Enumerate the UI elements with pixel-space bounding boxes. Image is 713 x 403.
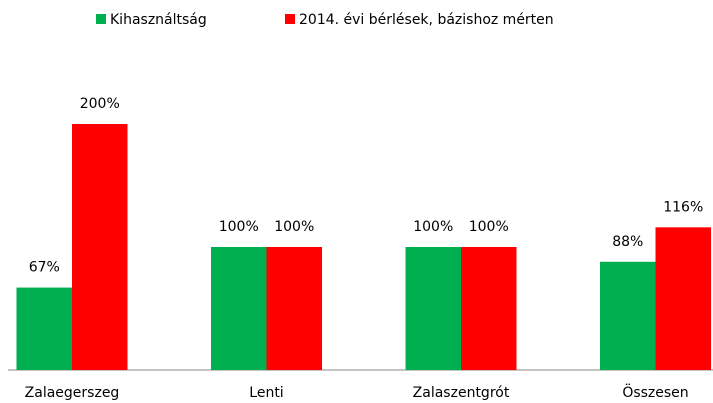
value-label: 67% <box>29 260 60 276</box>
x-tick-label: Zalaszentgrót <box>413 385 510 401</box>
value-label: 100% <box>413 219 453 235</box>
value-label: 100% <box>469 219 509 235</box>
value-label: 100% <box>274 219 314 235</box>
bar <box>655 227 711 370</box>
x-tick-label: Zalaegerszeg <box>25 385 120 401</box>
legend-swatch <box>285 14 295 24</box>
value-label: 100% <box>219 219 259 235</box>
bar <box>266 247 322 370</box>
x-tick-label: Összesen <box>622 383 688 401</box>
bar <box>211 247 267 370</box>
value-label: 88% <box>612 234 643 250</box>
bar <box>600 261 656 370</box>
value-label: 200% <box>80 96 120 112</box>
bar <box>405 247 461 370</box>
legend-label: Kihasználtság <box>110 12 207 28</box>
bar <box>72 124 128 370</box>
x-tick-label: Lenti <box>249 385 283 401</box>
legend-swatch <box>96 14 106 24</box>
bar <box>16 287 72 370</box>
value-label: 116% <box>663 199 703 215</box>
bar <box>461 247 517 370</box>
legend-label: 2014. évi bérlések, bázishoz mérten <box>299 12 554 28</box>
